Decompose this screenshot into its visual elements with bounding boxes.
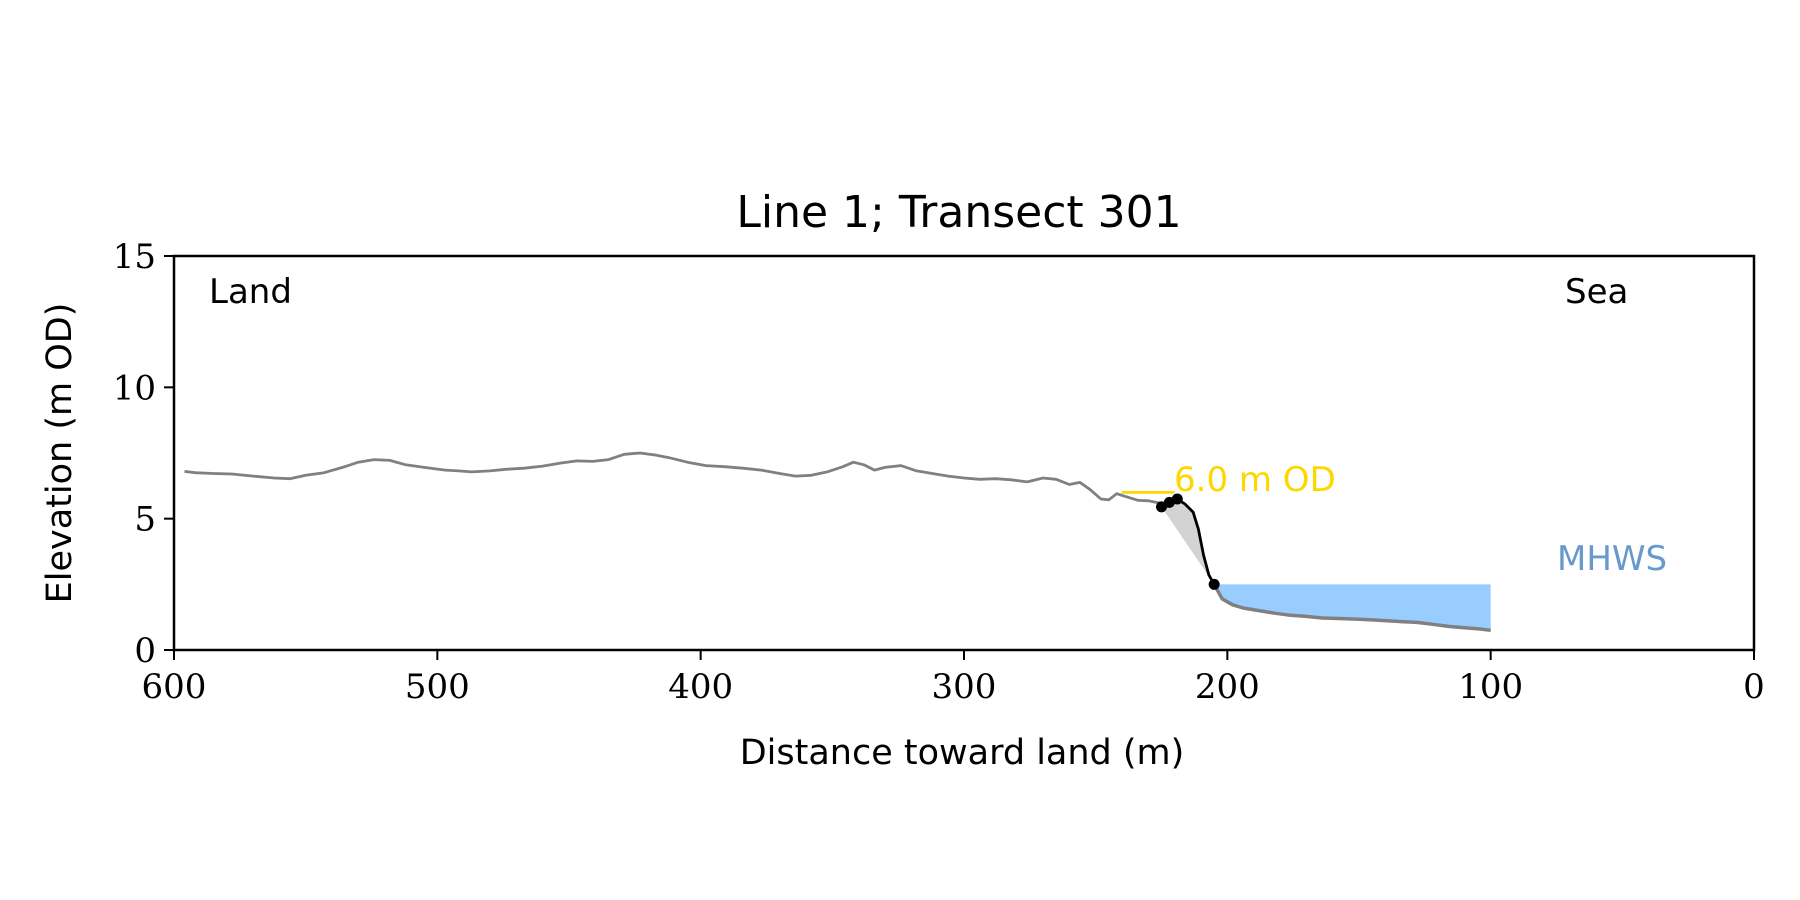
mhws-water-area — [1214, 584, 1491, 631]
cliff-point — [1171, 493, 1183, 505]
x-tick-label: 500 — [405, 667, 470, 707]
y-tick-label: 5 — [134, 500, 156, 540]
x-tick-label: 0 — [1743, 667, 1765, 707]
chart-title: Line 1; Transect 301 — [736, 187, 1181, 238]
profile-line — [184, 451, 1170, 507]
y-axis-label: Elevation (m OD) — [40, 303, 80, 604]
sea-annotation: Sea — [1565, 272, 1628, 312]
land-annotation: Land — [209, 272, 292, 312]
y-tick-label: 15 — [113, 237, 156, 277]
x-axis-label: Distance toward land (m) — [740, 733, 1185, 773]
plot-area — [184, 451, 1491, 633]
y-tick-label: 0 — [134, 631, 156, 671]
foreshore-line — [1212, 583, 1491, 633]
axis-ticks: 600 500 400 300 200 100 0 0 5 10 15 — [113, 237, 1765, 707]
x-tick-label: 200 — [1195, 667, 1260, 707]
cliff-shaded-area — [1161, 499, 1215, 585]
x-tick-label: 400 — [668, 667, 733, 707]
x-tick-label: 300 — [932, 667, 997, 707]
cliff-point — [1208, 578, 1220, 590]
plot-frame — [172, 254, 1756, 652]
mhws-annotation: MHWS — [1557, 539, 1667, 579]
x-tick-label: 600 — [142, 667, 207, 707]
x-tick-label: 100 — [1458, 667, 1523, 707]
od-level-annotation: 6.0 m OD — [1174, 460, 1336, 500]
y-tick-label: 10 — [113, 368, 156, 408]
